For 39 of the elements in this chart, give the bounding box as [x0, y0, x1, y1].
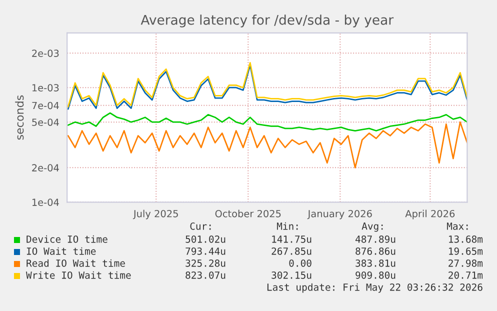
x-tick-label: July 2025 [132, 210, 178, 220]
y-tick-label: 7e-04 [32, 102, 59, 110]
text: 27.98m [448, 259, 483, 267]
y-tick-label: 5e-04 [32, 118, 59, 126]
legend-label: Write IO Wait time [26, 271, 131, 279]
legend-label: IO Wait time [26, 247, 96, 255]
text: 793.44u [186, 247, 226, 255]
text: 876.86u [356, 247, 396, 255]
text: 19.65m [449, 247, 483, 255]
text: 141.75u [272, 236, 312, 243]
text: Min: [276, 222, 298, 230]
y-tick-label: 2e-04 [32, 164, 59, 172]
text: Cur: [190, 222, 211, 230]
y-axis-title: seconds [15, 95, 24, 140]
y-tick-label: 1e-03 [32, 84, 59, 92]
text: 487.89u [356, 235, 396, 243]
text: 302.15u [272, 271, 312, 279]
x-tick-label: October 2025 [215, 210, 281, 218]
text: 13.68m [449, 235, 483, 243]
text: 20.71m [448, 271, 483, 279]
chart-title: Average latency for /dev/sda - by year [140, 14, 394, 28]
text: 0.00 [289, 259, 312, 267]
line-series [67, 112, 468, 132]
legend-label: Device IO time [26, 235, 108, 243]
text: Last update: Fri May 22 03:26:32 2026 [267, 283, 482, 293]
text: 383.81u [356, 259, 396, 267]
text: 909.80u [356, 271, 396, 279]
text: 501.02u [186, 235, 226, 243]
line-series [67, 121, 468, 168]
x-tick-label: April 2026 [405, 210, 455, 220]
x-tick-label: January 2026 [307, 210, 372, 220]
legend-label: Read IO Wait time [26, 259, 125, 267]
text: 325.28u [186, 259, 226, 267]
y-tick-label: 2e-03 [32, 50, 59, 57]
y-tick-label: 1e-04 [32, 198, 59, 206]
text: Max: [446, 222, 468, 230]
text: 267.85u [272, 247, 312, 255]
text: 823.07u [186, 271, 226, 279]
text: Avg: [362, 222, 383, 232]
